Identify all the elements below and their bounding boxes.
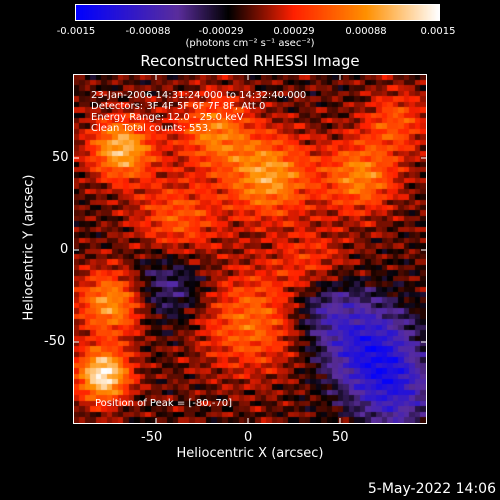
y-tick-label: 50 <box>52 150 69 165</box>
time-range-annotation: 23-Jan-2006 14:31:24.000 to 14:32:40.000 <box>91 90 307 101</box>
colorbar-tick: 0.0015 <box>420 26 456 37</box>
colorbar-tick: -0.00088 <box>125 26 171 37</box>
peak-position-annotation: Position of Peak = [-80,-70] <box>95 398 233 409</box>
plot-area <box>73 74 427 424</box>
heatmap-image <box>74 75 426 423</box>
chart-title: Reconstructed RHESSI Image <box>140 52 360 70</box>
x-tick-label: -50 <box>141 430 163 445</box>
y-axis-label: Heliocentric Y (arcsec) <box>21 174 37 321</box>
colorbar-tick: 0.00088 <box>345 26 387 37</box>
detectors-annotation: Detectors: 3F 4F 5F 6F 7F 8F, Att 0 <box>91 101 266 112</box>
y-tick-label: 0 <box>60 242 69 257</box>
date-stamp: 5-May-2022 14:06 <box>367 481 496 497</box>
colorbar-tick: -0.00029 <box>198 26 244 37</box>
colorbar-tick: 0.00029 <box>273 26 315 37</box>
x-tick-label: 0 <box>244 430 253 445</box>
colorbar-tick: -0.0015 <box>56 26 96 37</box>
clean-counts-annotation: Clean Total counts: 553. <box>91 123 212 134</box>
x-tick-label: 50 <box>332 430 349 445</box>
x-axis-label: Heliocentric X (arcsec) <box>176 446 324 461</box>
energy-range-annotation: Energy Range: 12.0 - 25.0 keV <box>91 112 244 123</box>
y-tick-label: -50 <box>44 334 66 349</box>
colorbar <box>75 4 440 21</box>
colorbar-unit-label: (photons cm⁻² s⁻¹ asec⁻²) <box>185 38 315 49</box>
